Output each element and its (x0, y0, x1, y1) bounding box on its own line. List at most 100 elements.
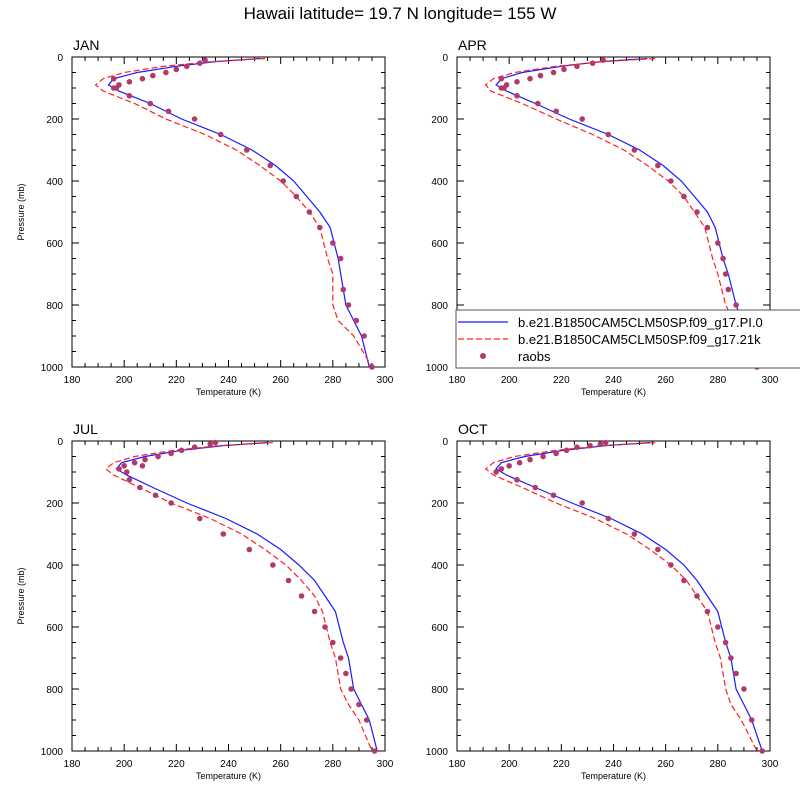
raobs-point (694, 593, 700, 599)
raobs-point (168, 500, 174, 506)
x-tick-label: 180 (64, 375, 81, 386)
raobs-point (514, 79, 520, 85)
x-tick-label: 220 (168, 759, 185, 770)
raobs-point (535, 100, 541, 107)
x-tick-label: 300 (762, 375, 779, 386)
y-tick-label: 1000 (41, 747, 64, 758)
series-21k-line (484, 442, 758, 751)
raobs-point (759, 748, 765, 754)
x-tick-label: 300 (377, 375, 394, 386)
y-tick-label: 200 (431, 499, 448, 510)
raobs-point (191, 116, 198, 122)
raobs-point (298, 593, 305, 599)
raobs-point (681, 193, 687, 200)
y-tick-label: 600 (46, 623, 63, 634)
raobs-point (655, 546, 661, 553)
raobs-point (516, 459, 523, 466)
raobs-point (322, 624, 328, 630)
legend-label: raobs (518, 349, 551, 364)
y-tick-label: 800 (431, 685, 448, 696)
raobs-point (356, 701, 362, 708)
raobs-point (285, 577, 292, 584)
raobs-point (165, 108, 172, 115)
raobs-point (514, 476, 520, 483)
raobs-point (345, 302, 352, 308)
raobs-point (137, 484, 143, 491)
x-tick-label: 240 (220, 375, 237, 386)
raobs-point (733, 670, 739, 677)
x-tick-label: 200 (501, 759, 518, 770)
x-tick-label: 220 (553, 375, 570, 386)
legend-label: b.e21.B1850CAM5CLM50SP.f09_g17.PI.0 (518, 315, 763, 330)
raobs-point (722, 271, 729, 277)
raobs-point (605, 515, 612, 522)
raobs-point (123, 469, 130, 475)
y-tick-label: 400 (46, 177, 63, 188)
raobs-point (168, 450, 174, 457)
raobs-point (725, 286, 732, 293)
legend-label: b.e21.B1850CAM5CLM50SP.f09_g17.21k (518, 332, 761, 347)
plot-frame (456, 440, 771, 752)
raobs-point (553, 108, 559, 115)
raobs-point (597, 441, 604, 447)
raobs-point (540, 453, 546, 460)
y-tick-label: 200 (46, 115, 63, 126)
raobs-point (363, 717, 370, 723)
y-tick-label: 0 (442, 437, 448, 448)
x-axis-title: Temperature (K) (196, 387, 261, 397)
raobs-point (728, 655, 734, 661)
raobs-point (270, 562, 276, 568)
raobs-point (537, 72, 544, 79)
x-tick-label: 180 (64, 759, 81, 770)
y-tick-label: 0 (57, 437, 63, 448)
raobs-point (217, 131, 224, 138)
raobs-point (139, 75, 146, 82)
raobs-point (110, 75, 117, 82)
raobs-point (330, 639, 336, 646)
raobs-point (337, 255, 344, 262)
y-tick-label: 400 (431, 177, 448, 188)
raobs-point (246, 546, 253, 553)
y-tick-label: 1000 (426, 747, 449, 758)
y-axis-title: Pressure (mb) (16, 567, 26, 624)
series-21k-line (104, 442, 373, 751)
y-tick-label: 800 (431, 301, 448, 312)
raobs-point (202, 57, 208, 63)
raobs-point (498, 75, 505, 82)
y-tick-label: 800 (46, 685, 63, 696)
raobs-point (348, 686, 354, 692)
raobs-point (126, 79, 133, 85)
raobs-point (600, 57, 606, 63)
series-pi-line (495, 57, 758, 367)
raobs-point (561, 66, 567, 73)
raobs-point (220, 531, 227, 537)
raobs-point (733, 302, 739, 308)
raobs-point (183, 63, 190, 70)
raobs-point (343, 670, 349, 677)
x-tick-label: 200 (116, 759, 133, 770)
x-tick-label: 260 (657, 759, 674, 770)
raobs-point (579, 500, 585, 506)
raobs-point (293, 193, 300, 200)
x-tick-label: 260 (272, 759, 289, 770)
raobs-point (316, 224, 323, 231)
raobs-point (155, 453, 161, 460)
plot-frame (71, 440, 386, 752)
raobs-point (501, 85, 507, 91)
raobs-point (532, 484, 539, 491)
x-tick-label: 300 (762, 759, 779, 770)
x-tick-label: 200 (116, 375, 133, 386)
x-tick-label: 240 (605, 375, 622, 386)
raobs-point (337, 655, 344, 661)
raobs-point (330, 240, 336, 246)
x-tick-label: 260 (657, 375, 674, 386)
x-tick-label: 240 (605, 759, 622, 770)
raobs-point (207, 441, 214, 447)
x-tick-label: 280 (324, 375, 341, 386)
y-tick-label: 0 (442, 53, 448, 64)
y-tick-label: 200 (46, 499, 63, 510)
raobs-point (574, 63, 580, 70)
raobs-point (493, 469, 499, 475)
raobs-point (267, 162, 274, 169)
